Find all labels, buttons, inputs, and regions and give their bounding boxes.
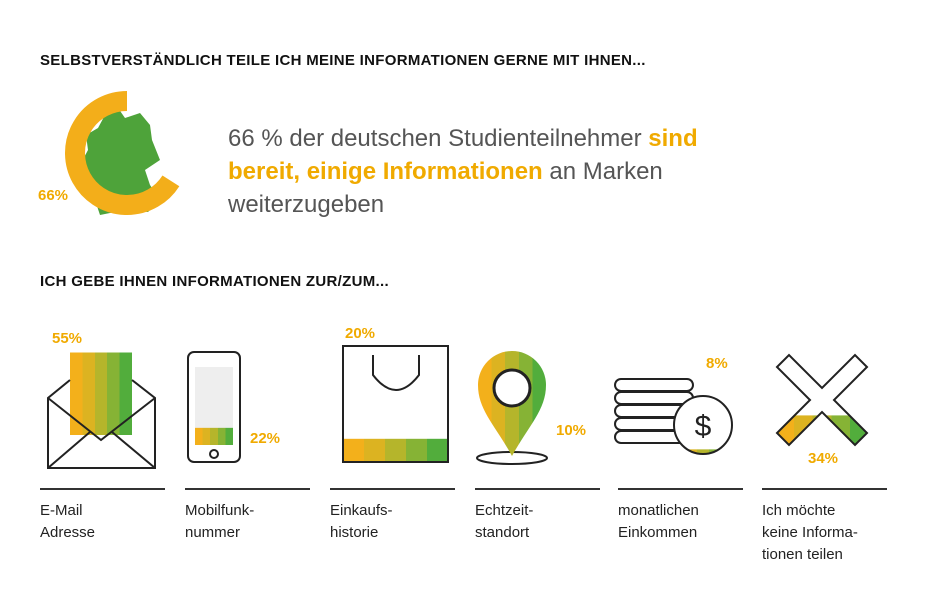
envelope-icon	[47, 379, 156, 469]
percent-label: 55%	[52, 330, 82, 347]
heading: SELBSTVERSTÄNDLICH TEILE ICH MEINE INFOR…	[40, 52, 646, 69]
fill-level	[343, 438, 448, 462]
percent-label: 8%	[706, 355, 728, 372]
item-label: E-Mail Adresse	[40, 488, 165, 544]
bag-handle	[372, 355, 420, 391]
pin-hole	[492, 368, 532, 408]
coin-face	[674, 396, 732, 454]
emphasis-text: sind bereit, einige Informationen	[228, 125, 698, 185]
fill-level	[195, 427, 233, 445]
label-line: Ich möchte	[762, 502, 836, 519]
item-label: Echtzeit-standort	[475, 488, 600, 544]
label-line: historie	[330, 524, 379, 541]
dollar-sign: $	[695, 410, 712, 443]
donut-label: 66%	[38, 187, 68, 204]
x-icon	[775, 353, 869, 447]
statement: 66 % der deutschen Studienteilnehmer sin…	[228, 122, 753, 221]
donut-arc	[65, 91, 180, 215]
section-heading: ICH GEBE IHNEN INFORMATIONEN ZUR/ZUM...	[40, 273, 389, 290]
item-label: Ich möchte keine Informa-tionen teilen	[762, 488, 887, 566]
phone-icon	[187, 351, 241, 463]
label-line: keine Informa-	[762, 524, 858, 541]
phone-button	[209, 449, 219, 459]
label-line: Einkaufs-	[330, 502, 393, 519]
coin	[614, 378, 694, 392]
fill-level	[674, 449, 732, 454]
bag-icon	[342, 345, 449, 463]
label-line: standort	[475, 524, 530, 541]
item-label: Einkaufs-historie	[330, 488, 455, 544]
label-line: monatlichen	[618, 502, 699, 519]
label-line: Einkommen	[618, 524, 698, 541]
label-line: Echtzeit-	[475, 502, 534, 519]
label-line: E-Mail	[40, 502, 83, 519]
label-line: tionen teilen	[762, 546, 843, 563]
item-label: Mobilfunk-nummer	[185, 488, 310, 544]
label-line: Mobilfunk-	[185, 502, 255, 519]
percent-label: 22%	[250, 430, 280, 447]
fill-level	[70, 352, 132, 435]
dollar-coin	[673, 395, 733, 455]
percent-label: 20%	[345, 325, 375, 342]
percent-label: 10%	[556, 422, 586, 439]
label-line: Adresse	[40, 524, 96, 541]
label-line: nummer	[185, 524, 241, 541]
statement-text: an Marken weiterzugeben	[228, 158, 663, 218]
item-label: monatlichen Einkommen	[618, 488, 743, 544]
statement-text: 66 % der deutschen Studienteilnehmer	[228, 125, 649, 152]
coin	[614, 391, 694, 405]
percent-label: 34%	[808, 450, 838, 467]
